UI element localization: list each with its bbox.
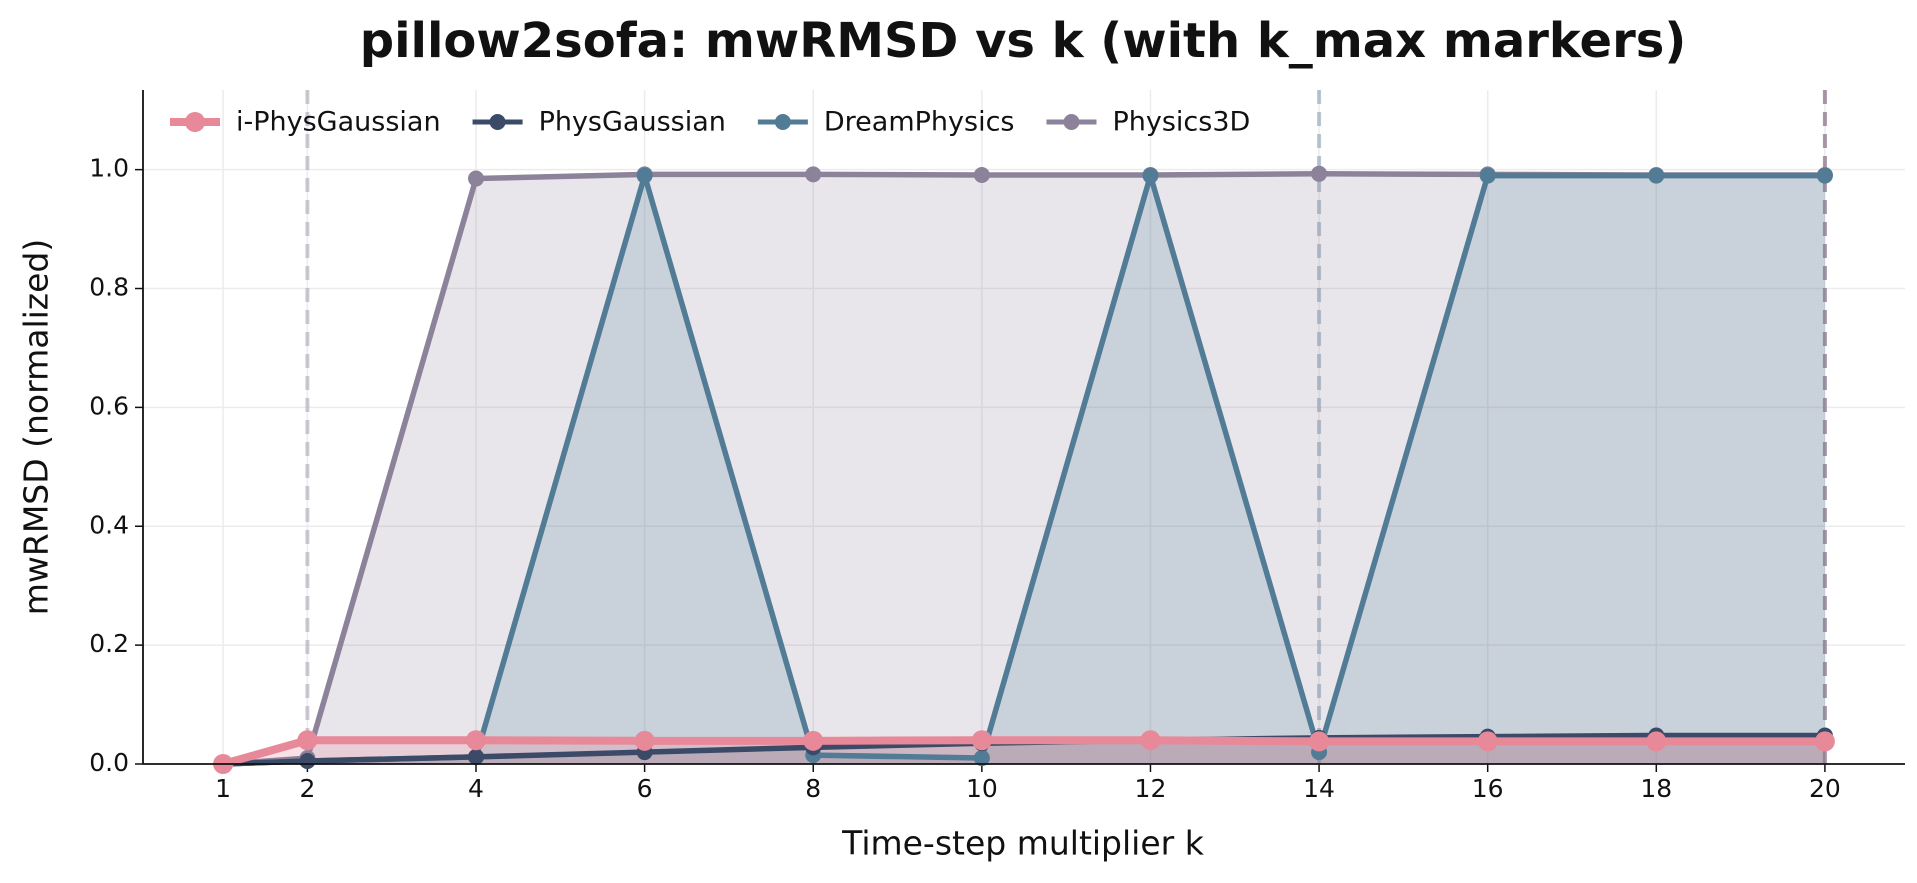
- y-tick-label: 0.0: [89, 748, 129, 777]
- area-fill: [223, 740, 1825, 764]
- legend-swatch-marker: [489, 114, 506, 130]
- legend-swatch-marker: [774, 114, 791, 130]
- x-axis-label: Time-step multiplier k: [841, 824, 1205, 863]
- legend-label: Physics3D: [1112, 107, 1250, 138]
- x-tick-label: 10: [966, 774, 998, 803]
- y-axis-label: mwRMSD (normalized): [17, 239, 56, 616]
- x-tick-label: 1: [215, 774, 231, 803]
- data-point: [1309, 731, 1330, 752]
- data-point: [971, 730, 992, 751]
- data-point: [468, 748, 485, 765]
- y-tick-label: 0.8: [89, 273, 129, 302]
- data-point: [299, 753, 316, 770]
- y-tick-label: 0.2: [89, 629, 129, 658]
- chart-title: pillow2sofa: mwRMSD vs k (with k_max mar…: [360, 13, 1687, 69]
- data-point: [805, 166, 822, 183]
- y-tick-label: 1.0: [89, 154, 129, 183]
- data-point: [1479, 167, 1496, 184]
- x-tick-label: 6: [637, 774, 653, 803]
- x-tick-label: 12: [1135, 774, 1167, 803]
- x-tick-label: 16: [1472, 774, 1504, 803]
- x-tick-label: 20: [1809, 774, 1841, 803]
- x-tick-label: 8: [805, 774, 821, 803]
- data-point: [1816, 167, 1833, 184]
- y-tick-label: 0.4: [89, 510, 129, 539]
- legend-swatch-marker: [1063, 114, 1080, 130]
- data-point: [1140, 730, 1161, 751]
- data-point: [1311, 165, 1328, 182]
- x-tick-label: 2: [299, 774, 315, 803]
- data-point: [1142, 167, 1159, 184]
- data-point: [973, 750, 990, 767]
- x-tick-label: 18: [1640, 774, 1672, 803]
- data-point: [973, 166, 990, 183]
- y-tick-label: 0.6: [89, 391, 129, 420]
- data-point: [803, 730, 824, 751]
- x-tick-label: 14: [1303, 774, 1335, 803]
- legend-label: i-PhysGaussian: [236, 107, 441, 138]
- data-point: [1814, 731, 1835, 752]
- area-fill: [223, 173, 1825, 765]
- area-fill: [223, 175, 1825, 765]
- legend-label: PhysGaussian: [539, 107, 726, 138]
- legend-label: DreamPhysics: [824, 107, 1015, 138]
- data-point: [1648, 167, 1665, 184]
- legend-swatch-marker: [185, 112, 205, 132]
- data-point: [466, 730, 487, 751]
- data-point: [1646, 731, 1667, 752]
- data-point: [636, 167, 653, 184]
- data-point: [634, 730, 655, 751]
- x-tick-label: 4: [468, 774, 484, 803]
- data-point: [1477, 731, 1498, 752]
- data-point: [297, 730, 318, 751]
- data-point: [468, 170, 485, 187]
